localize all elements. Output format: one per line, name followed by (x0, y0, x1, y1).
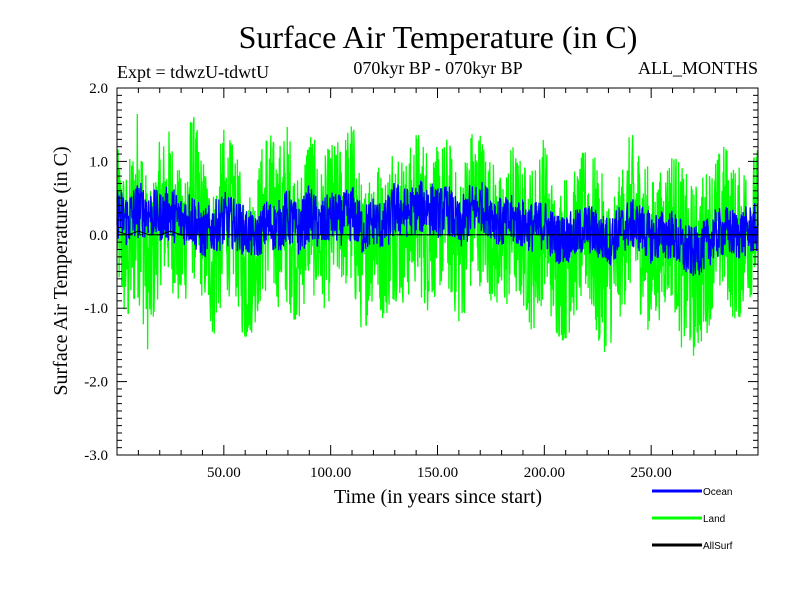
x-tick-label: 150.00 (417, 465, 458, 481)
x-axis-label: Time (in years since start) (334, 486, 542, 508)
y-tick-label: -3.0 (84, 448, 108, 464)
x-tick-label: 100.00 (310, 465, 351, 481)
legend: Ocean Land AllSurf (652, 487, 733, 552)
y-tick-label: 0.0 (89, 228, 108, 244)
y-tick-label: 2.0 (89, 81, 108, 97)
y-tick-label: -2.0 (84, 375, 108, 391)
experiment-label: Expt = tdwzU-tdwtU (117, 62, 269, 82)
series-layer (116, 113, 759, 356)
period-label: 070kyr BP - 070kyr BP (353, 58, 522, 78)
y-axis-label: Surface Air Temperature (in C) (50, 146, 72, 395)
label-layer: 50.00 100.00 150.00 200.00 250.00 -3.0 -2.0 -1.… (84, 81, 672, 481)
chart-title: Surface Air Temperature (in C) (239, 19, 638, 55)
y-tick-label: 1.0 (89, 154, 108, 170)
legend-label-ocean: Ocean (703, 487, 732, 498)
legend-label-land: Land (703, 514, 725, 525)
x-tick-label: 250.00 (631, 465, 672, 481)
months-label: ALL_MONTHS (638, 58, 758, 78)
x-tick-label: 50.00 (207, 465, 241, 481)
x-tick-label: 200.00 (524, 465, 565, 481)
tick-layer (117, 87, 758, 456)
legend-label-allsurf: AllSurf (703, 541, 733, 552)
series-ocean (116, 180, 759, 277)
series-land (116, 113, 759, 356)
y-tick-label: -1.0 (84, 301, 108, 317)
